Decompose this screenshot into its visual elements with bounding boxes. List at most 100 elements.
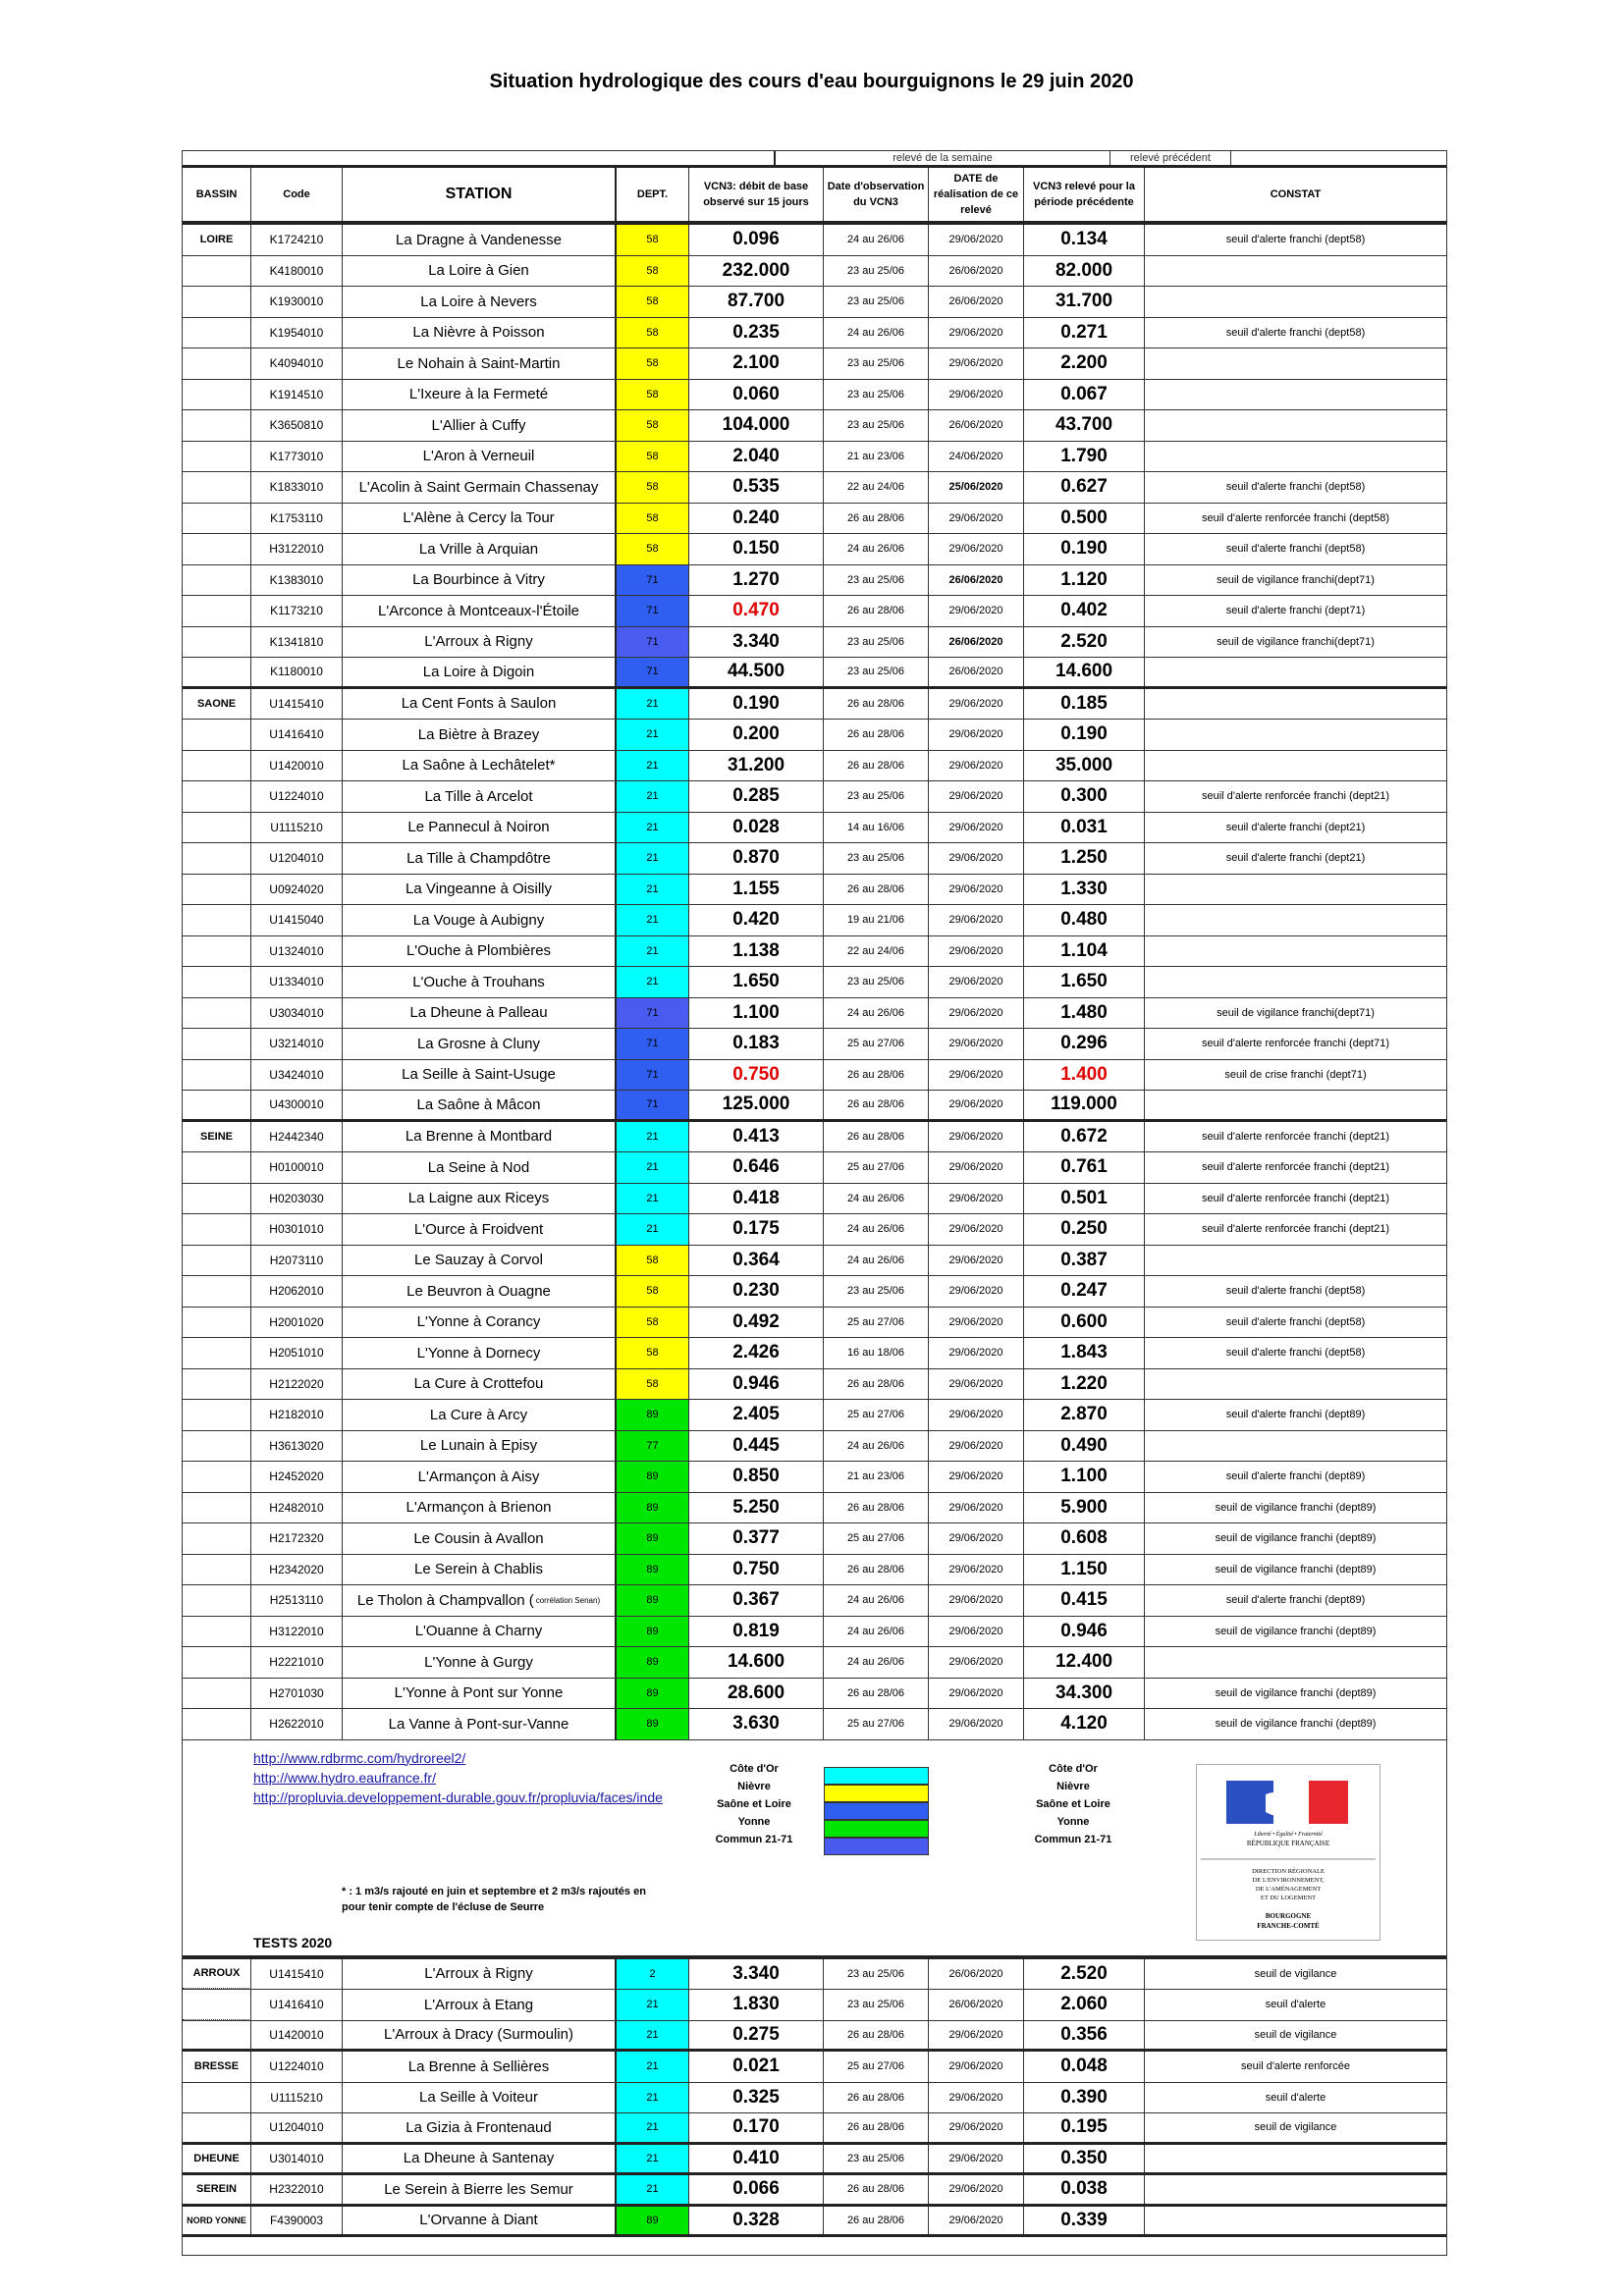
report-date: 25/06/2020 [929, 472, 1024, 503]
code-cell: K1753110 [251, 503, 343, 533]
previous-value: 35.000 [1024, 750, 1145, 780]
vcn3-value: 0.200 [689, 720, 824, 750]
table-row: H2452020 L'Armançon à Aisy 89 0.850 21 au 23… [183, 1462, 1446, 1493]
report-date: 29/06/2020 [929, 967, 1024, 997]
table-row: U1416410 La Biètre à Brazey 21 0.200 26 au 2… [183, 720, 1446, 751]
table-row: H2513110 Le Tholon à Champvallon (corréla… [183, 1585, 1446, 1617]
observation-period: 21 au 23/06 [824, 441, 929, 471]
station-cell: Le Cousin à Avallon [343, 1523, 617, 1554]
dept-badge: 21 [617, 688, 689, 719]
station-cell: L'Yonne à Corancy [343, 1307, 617, 1337]
vcn3-value: 0.150 [689, 534, 824, 564]
bassin-cell [183, 1523, 251, 1554]
report-date: 29/06/2020 [929, 874, 1024, 904]
report-date: 29/06/2020 [929, 1678, 1024, 1708]
vcn3-value: 0.410 [689, 2144, 824, 2172]
svg-text:ET DU LOGEMENT: ET DU LOGEMENT [1261, 1895, 1316, 1901]
vcn3-value: 0.235 [689, 317, 824, 347]
report-date: 26/06/2020 [929, 658, 1024, 686]
link-rdbrmc[interactable]: http://www.rdbrmc.com/hydroreel2/ [253, 1749, 466, 1766]
vcn3-value: 1.138 [689, 935, 824, 966]
dept-badge: 21 [617, 1121, 689, 1151]
vcn3-value: 0.328 [689, 2206, 824, 2234]
observation-period: 26 au 28/06 [824, 1121, 929, 1151]
observation-period: 23 au 25/06 [824, 843, 929, 874]
report-date: 29/06/2020 [929, 1152, 1024, 1183]
header-constat: CONSTAT [1270, 188, 1322, 200]
table-row: U1115210 Le Pannecul à Noiron 21 0.028 14 au… [183, 812, 1446, 843]
bassin-cell [183, 874, 251, 904]
station-cell: La Laigne aux Riceys [343, 1183, 617, 1213]
dept-badge: 58 [617, 317, 689, 347]
station-cell: Le Serein à Chablis [343, 1554, 617, 1584]
previous-value: 82.000 [1024, 255, 1145, 286]
table-row: H2342020 Le Serein à Chablis 89 0.750 26 au … [183, 1554, 1446, 1585]
previous-value: 12.400 [1024, 1647, 1145, 1678]
report-date: 24/06/2020 [929, 441, 1024, 471]
link-propluvia[interactable]: http://propluvia.developpement-durable.g… [253, 1789, 663, 1805]
vcn3-value: 5.250 [689, 1492, 824, 1522]
station-name: L'Allier à Cuffy [431, 416, 526, 434]
dept-badge: 21 [617, 2082, 689, 2112]
code-cell: H3613020 [251, 1430, 343, 1461]
dept-badge: 89 [617, 1554, 689, 1584]
dept-badge: 21 [617, 874, 689, 904]
vcn3-value: 104.000 [689, 410, 824, 441]
constat-text [1145, 905, 1446, 935]
svg-text:BOURGOGNE: BOURGOGNE [1266, 1912, 1312, 1920]
report-date: 26/06/2020 [929, 564, 1024, 595]
observation-period: 24 au 26/06 [824, 534, 929, 564]
report-date: 29/06/2020 [929, 1430, 1024, 1461]
bassin-cell: SAONE [183, 688, 251, 719]
station-name: L'Armançon à Brienon [406, 1499, 552, 1517]
dept-badge: 21 [617, 720, 689, 750]
bassin-cell: DHEUNE [183, 2144, 251, 2172]
report-date: 29/06/2020 [929, 750, 1024, 780]
constat-text [1145, 875, 1446, 905]
station-name: Le Serein à Bierre les Semur [384, 2180, 573, 2198]
legend-label-right: Nièvre [1056, 1780, 1090, 1792]
vcn3-value: 0.420 [689, 905, 824, 935]
previous-value: 0.067 [1024, 379, 1145, 409]
station-name: La Vouge à Aubigny [412, 911, 545, 929]
bassin-cell [183, 1616, 251, 1646]
observation-period: 23 au 25/06 [824, 658, 929, 686]
vcn3-value: 0.470 [689, 596, 824, 626]
code-cell: K1833010 [251, 472, 343, 503]
station-name: La Vanne à Pont-sur-Vanne [388, 1715, 569, 1733]
constat-text: seuil d'alerte renforcée franchi (dept21… [1201, 1192, 1390, 1204]
footer-block: http://www.rdbrmc.com/hydroreel2/ http:/… [183, 1740, 1446, 1959]
station-name: Le Lunain à Episy [419, 1437, 538, 1455]
report-date: 26/06/2020 [929, 1990, 1024, 2020]
observation-period: 24 au 26/06 [824, 1616, 929, 1646]
station-name: La Loire à Gien [428, 262, 529, 280]
dept-badge: 71 [617, 997, 689, 1028]
bassin-cell [183, 1338, 251, 1368]
dept-badge: 77 [617, 1430, 689, 1461]
constat-text: seuil de vigilance franchi(dept71) [1217, 635, 1375, 648]
station-name: L'Ixeure à la Fermeté [408, 386, 549, 403]
station-cell: L'Arroux à Dracy (Surmoulin) [343, 2020, 617, 2049]
constat-text: seuil d'alerte [1265, 2091, 1326, 2104]
vcn3-value: 0.492 [689, 1307, 824, 1337]
station-name: La Cent Fonts à Saulon [401, 695, 557, 713]
constat-text: seuil d'alerte franchi (dept58) [1225, 1347, 1366, 1360]
observation-period: 26 au 28/06 [824, 874, 929, 904]
code-cell: U1204010 [251, 843, 343, 874]
observation-period: 25 au 27/06 [824, 1709, 929, 1739]
report-date: 29/06/2020 [929, 1492, 1024, 1522]
code-cell: U1115210 [251, 2082, 343, 2112]
code-cell: K1180010 [251, 658, 343, 686]
bassin-cell [183, 1709, 251, 1739]
station-name: Le Sauzay à Corvol [414, 1252, 543, 1269]
previous-value: 0.300 [1024, 781, 1145, 812]
code-cell: K4094010 [251, 348, 343, 379]
station-cell: La Cure à Crottefou [343, 1368, 617, 1399]
table-row: K1383010 La Bourbince à Vitry 71 1.270 23 au… [183, 564, 1446, 596]
observation-period: 24 au 26/06 [824, 317, 929, 347]
link-hydro-eaufrance[interactable]: http://www.hydro.eaufrance.fr/ [253, 1769, 436, 1786]
station-name: La Dragne à Vandenesse [395, 231, 562, 248]
table-row: K1914510 L'Ixeure à la Fermeté 58 0.060 23 a… [183, 379, 1446, 410]
constat-text [1145, 1369, 1446, 1400]
vcn3-value: 3.630 [689, 1709, 824, 1739]
